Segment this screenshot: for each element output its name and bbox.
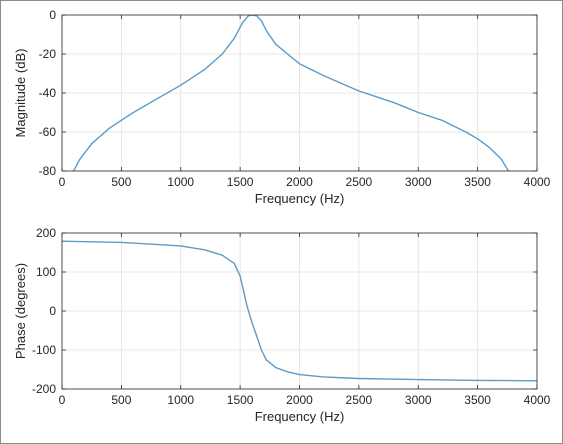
y-tick-label: -100 xyxy=(32,343,56,357)
x-tick-label: 1500 xyxy=(227,175,254,189)
x-tick-label: 2500 xyxy=(346,175,373,189)
y-tick-label: -60 xyxy=(39,125,57,139)
phase-plot: 0 500 1000 1500 2000 2500 3000 3500 4000-200-100… xyxy=(13,226,551,424)
magnitude-x-axis-label: Frequency (Hz) xyxy=(255,191,345,206)
x-tick-label: 4000 xyxy=(524,393,551,407)
x-tick-label: 3000 xyxy=(405,175,432,189)
y-tick-label: 0 xyxy=(49,304,56,318)
x-tick-label: 4000 xyxy=(524,175,551,189)
x-tick-label: 500 xyxy=(111,393,131,407)
y-tick-label: 100 xyxy=(36,265,56,279)
x-tick-label: 1000 xyxy=(167,393,194,407)
magnitude-series-line xyxy=(72,15,510,171)
x-tick-label: 0 xyxy=(59,175,66,189)
x-tick-label: 3500 xyxy=(464,175,491,189)
x-tick-label: 2000 xyxy=(286,393,313,407)
x-tick-label: 1000 xyxy=(167,175,194,189)
phase-series-line xyxy=(62,240,537,382)
x-tick-label: 2000 xyxy=(286,175,313,189)
x-tick-label: 2500 xyxy=(346,393,373,407)
x-tick-label: 3000 xyxy=(405,393,432,407)
y-tick-label: 200 xyxy=(36,226,56,240)
y-tick-label: -20 xyxy=(39,47,57,61)
y-tick-label: -80 xyxy=(39,164,57,178)
y-tick-label: 0 xyxy=(49,8,56,22)
y-tick-label: -40 xyxy=(39,86,57,100)
x-tick-label: 500 xyxy=(111,175,131,189)
x-tick-label: 3500 xyxy=(464,393,491,407)
y-tick-label: -200 xyxy=(32,382,56,396)
x-tick-label: 0 xyxy=(59,393,66,407)
phase-x-axis-label: Frequency (Hz) xyxy=(255,409,345,424)
x-tick-label: 1500 xyxy=(227,393,254,407)
magnitude-y-axis-label: Magnitude (dB) xyxy=(13,49,28,138)
magnitude-plot: 0 500 1000 1500 2000 2500 3000 3500 4000 -80 -60 -4… xyxy=(13,8,551,206)
phase-y-axis-label: Phase (degrees) xyxy=(13,263,28,359)
